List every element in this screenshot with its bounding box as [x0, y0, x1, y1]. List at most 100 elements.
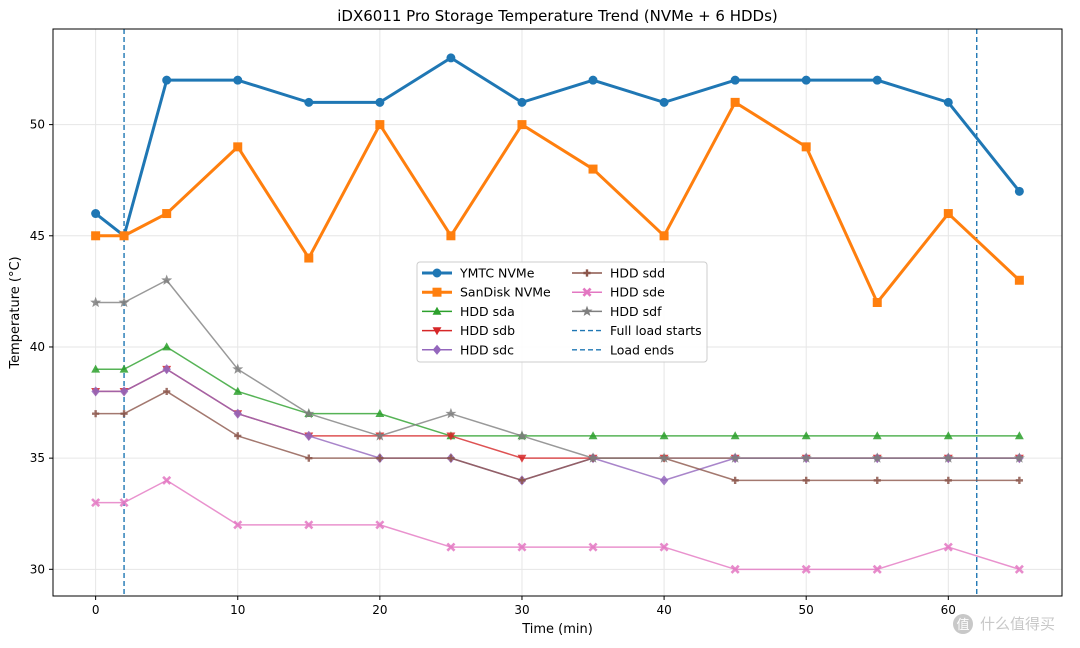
data-point [119, 386, 129, 397]
legend-label: SanDisk NVMe [460, 285, 551, 300]
data-point [304, 253, 314, 263]
data-point [445, 407, 457, 419]
data-point [163, 387, 171, 396]
data-point [233, 386, 243, 395]
watermark-logo: 值 什么值得买 [953, 614, 1055, 634]
watermark-logo-glyph: 值 [956, 617, 969, 633]
data-point [730, 431, 740, 440]
data-point [304, 520, 314, 530]
series-hdd-sde [91, 475, 1024, 574]
data-point [659, 97, 669, 107]
data-point [517, 542, 527, 552]
y-tick-label: 30 [30, 562, 45, 576]
data-point [659, 231, 669, 241]
data-point [588, 164, 598, 174]
legend-label: HDD sde [610, 285, 665, 300]
data-point [91, 364, 101, 373]
y-tick-label: 50 [30, 118, 45, 132]
legend-marker [581, 305, 593, 317]
legend-label: HDD sda [460, 304, 515, 319]
data-point [659, 431, 669, 440]
data-point [119, 498, 129, 508]
legend-label: HDD sdc [460, 342, 514, 357]
data-point [943, 97, 953, 107]
data-point [872, 564, 882, 574]
data-point [161, 274, 173, 285]
legend-marker [432, 327, 442, 336]
data-point [871, 452, 883, 463]
x-tick-label: 50 [799, 603, 814, 617]
data-point [587, 452, 599, 463]
data-point [233, 75, 243, 85]
y-axis-label: Temperature (°C) [8, 256, 23, 369]
data-point [304, 430, 314, 442]
data-point [304, 97, 314, 107]
data-point [162, 209, 172, 219]
data-point [118, 296, 130, 308]
data-point [375, 97, 385, 107]
data-point [872, 297, 882, 307]
data-point [944, 476, 952, 484]
legend: YMTC NVMe SanDisk NVMe HDD sda HDD sdb HDD s… [416, 261, 708, 363]
data-point [517, 454, 527, 463]
legend-marker [432, 287, 442, 297]
data-point [92, 410, 100, 418]
data-point [801, 75, 811, 85]
data-point [234, 432, 242, 440]
data-point [233, 142, 243, 152]
data-point [119, 364, 129, 373]
data-point [1013, 452, 1025, 463]
data-point [872, 431, 882, 440]
data-point [91, 209, 101, 219]
data-point [1014, 431, 1024, 440]
data-point [801, 142, 811, 152]
data-point [517, 120, 527, 130]
legend-label: HDD sdb [460, 323, 515, 338]
data-point [447, 454, 455, 462]
data-point [91, 386, 100, 397]
data-point [162, 75, 172, 85]
data-point [446, 432, 456, 441]
data-point [801, 564, 811, 574]
data-point [162, 342, 172, 351]
data-point [374, 430, 386, 441]
chart-title: iDX6011 Pro Storage Temperature Trend (N… [337, 7, 778, 25]
data-point [90, 296, 102, 308]
data-point [375, 409, 385, 418]
x-tick-label: 40 [656, 603, 671, 617]
data-point [800, 452, 812, 463]
data-point [375, 520, 385, 530]
data-point [873, 476, 881, 484]
y-tick-label: 40 [30, 340, 45, 354]
data-point [446, 542, 456, 552]
legend-label: YMTC NVMe [459, 266, 535, 281]
x-tick-label: 20 [372, 603, 387, 617]
data-point [232, 363, 244, 374]
data-point [588, 75, 598, 85]
series-hdd-sdd [92, 387, 1023, 484]
data-point [731, 476, 739, 484]
x-tick-label: 30 [514, 603, 529, 617]
legend-marker [582, 287, 592, 297]
data-point [446, 53, 456, 63]
data-point [1015, 476, 1023, 484]
data-point [446, 231, 456, 241]
data-point [376, 454, 384, 462]
data-point [943, 542, 953, 552]
watermark-text: 什么值得买 [980, 615, 1055, 633]
legend-marker [432, 268, 442, 278]
data-point [801, 431, 811, 440]
data-point [233, 408, 242, 419]
data-point [730, 97, 740, 107]
data-point [233, 520, 243, 530]
data-point [588, 542, 598, 552]
data-point [162, 364, 171, 375]
data-point [1014, 186, 1024, 196]
data-point [1014, 564, 1024, 574]
data-point [730, 75, 740, 85]
legend-marker [432, 344, 442, 355]
data-point [305, 454, 313, 462]
data-point [659, 542, 669, 552]
